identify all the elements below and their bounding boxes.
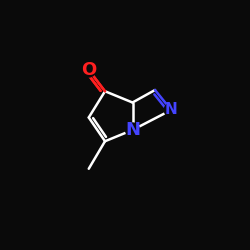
- Circle shape: [82, 63, 96, 77]
- Text: O: O: [81, 61, 96, 79]
- Circle shape: [126, 123, 140, 137]
- Text: N: N: [165, 102, 177, 118]
- Text: N: N: [125, 121, 140, 139]
- Circle shape: [164, 103, 178, 117]
